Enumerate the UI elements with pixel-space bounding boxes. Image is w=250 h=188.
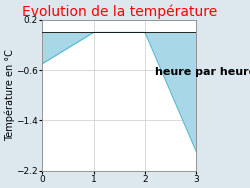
- Title: Evolution de la température: Evolution de la température: [22, 4, 217, 19]
- Y-axis label: Température en °C: Température en °C: [4, 49, 15, 141]
- Text: heure par heure: heure par heure: [155, 67, 250, 77]
